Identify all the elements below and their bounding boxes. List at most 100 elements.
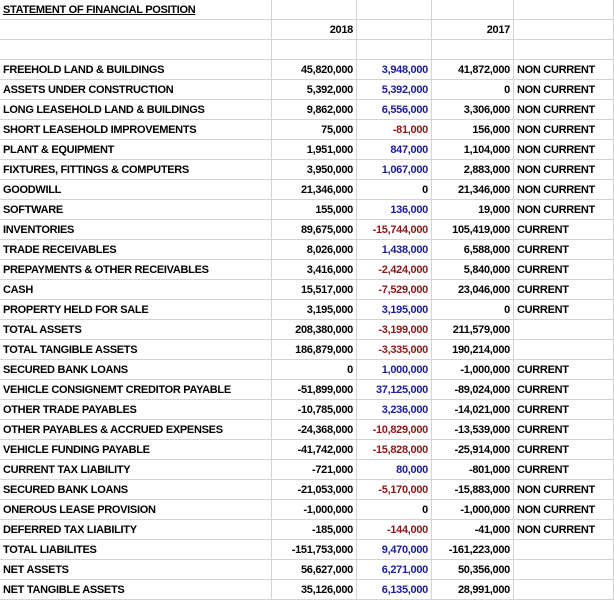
value-2017: 28,991,000 xyxy=(432,580,514,600)
value-2017: 105,419,000 xyxy=(432,220,514,240)
change-value: 1,000,000 xyxy=(357,360,432,380)
line-item: SECURED BANK LOANS xyxy=(0,360,272,380)
value-2017: 0 xyxy=(432,80,514,100)
change-value: 3,948,000 xyxy=(357,60,432,80)
classification xyxy=(514,560,614,580)
classification: CURRENT xyxy=(514,240,614,260)
empty-cell xyxy=(357,20,432,40)
classification: NON CURRENT xyxy=(514,60,614,80)
change-value: 5,392,000 xyxy=(357,80,432,100)
value-2018: 75,000 xyxy=(272,120,357,140)
value-2018: -151,753,000 xyxy=(272,540,357,560)
line-item: DEFERRED TAX LIABILITY xyxy=(0,520,272,540)
value-2018: -10,785,000 xyxy=(272,400,357,420)
empty-cell xyxy=(272,40,357,60)
line-item: TOTAL LIABILITES xyxy=(0,540,272,560)
line-item: NET TANGIBLE ASSETS xyxy=(0,580,272,600)
year-header: 2018 xyxy=(272,20,357,40)
line-item: PREPAYMENTS & OTHER RECEIVABLES xyxy=(0,260,272,280)
value-2017: 1,104,000 xyxy=(432,140,514,160)
sheet-title: STATEMENT OF FINANCIAL POSITION xyxy=(0,0,272,20)
empty-cell xyxy=(357,0,432,20)
change-value: -15,744,000 xyxy=(357,220,432,240)
change-value: 6,556,000 xyxy=(357,100,432,120)
value-2017: -1,000,000 xyxy=(432,500,514,520)
line-item: PLANT & EQUIPMENT xyxy=(0,140,272,160)
classification: NON CURRENT xyxy=(514,100,614,120)
value-2018: 155,000 xyxy=(272,200,357,220)
empty-cell xyxy=(272,0,357,20)
classification: CURRENT xyxy=(514,420,614,440)
value-2018: 0 xyxy=(272,360,357,380)
classification: NON CURRENT xyxy=(514,140,614,160)
line-item: TRADE RECEIVABLES xyxy=(0,240,272,260)
value-2017: 6,588,000 xyxy=(432,240,514,260)
value-2017: 50,356,000 xyxy=(432,560,514,580)
empty-cell xyxy=(432,40,514,60)
value-2018: -721,000 xyxy=(272,460,357,480)
classification: NON CURRENT xyxy=(514,500,614,520)
value-2017: 23,046,000 xyxy=(432,280,514,300)
empty-cell xyxy=(514,0,614,20)
value-2017: 156,000 xyxy=(432,120,514,140)
line-item: VEHICLE CONSIGNEMT CREDITOR PAYABLE xyxy=(0,380,272,400)
classification: CURRENT xyxy=(514,300,614,320)
value-2017: -801,000 xyxy=(432,460,514,480)
value-2018: -1,000,000 xyxy=(272,500,357,520)
value-2017: -1,000,000 xyxy=(432,360,514,380)
line-item: ONEROUS LEASE PROVISION xyxy=(0,500,272,520)
value-2018: 3,416,000 xyxy=(272,260,357,280)
line-item: LONG LEASEHOLD LAND & BUILDINGS xyxy=(0,100,272,120)
change-value: 0 xyxy=(357,180,432,200)
value-2017: -25,914,000 xyxy=(432,440,514,460)
line-item: TOTAL TANGIBLE ASSETS xyxy=(0,340,272,360)
value-2017: -15,883,000 xyxy=(432,480,514,500)
line-item: INVENTORIES xyxy=(0,220,272,240)
value-2017: 21,346,000 xyxy=(432,180,514,200)
value-2018: 35,126,000 xyxy=(272,580,357,600)
classification: CURRENT xyxy=(514,280,614,300)
classification: CURRENT xyxy=(514,440,614,460)
classification: NON CURRENT xyxy=(514,80,614,100)
line-item: FIXTURES, FITTINGS & COMPUTERS xyxy=(0,160,272,180)
change-value: -15,828,000 xyxy=(357,440,432,460)
line-item: TOTAL ASSETS xyxy=(0,320,272,340)
classification: NON CURRENT xyxy=(514,180,614,200)
change-value: 37,125,000 xyxy=(357,380,432,400)
change-value: -5,170,000 xyxy=(357,480,432,500)
line-item: SHORT LEASEHOLD IMPROVEMENTS xyxy=(0,120,272,140)
empty-cell xyxy=(514,40,614,60)
value-2018: 186,879,000 xyxy=(272,340,357,360)
empty-cell xyxy=(432,0,514,20)
classification xyxy=(514,340,614,360)
value-2017: 5,840,000 xyxy=(432,260,514,280)
value-2018: 9,862,000 xyxy=(272,100,357,120)
change-value: 9,470,000 xyxy=(357,540,432,560)
line-item: PROPERTY HELD FOR SALE xyxy=(0,300,272,320)
value-2018: 8,026,000 xyxy=(272,240,357,260)
change-value: -3,335,000 xyxy=(357,340,432,360)
line-item: GOODWILL xyxy=(0,180,272,200)
line-item: FREEHOLD LAND & BUILDINGS xyxy=(0,60,272,80)
change-value: 6,271,000 xyxy=(357,560,432,580)
classification xyxy=(514,540,614,560)
classification: CURRENT xyxy=(514,260,614,280)
change-value: -10,829,000 xyxy=(357,420,432,440)
classification: CURRENT xyxy=(514,460,614,480)
value-2018: 15,517,000 xyxy=(272,280,357,300)
classification: NON CURRENT xyxy=(514,520,614,540)
classification: CURRENT xyxy=(514,360,614,380)
value-2018: -24,368,000 xyxy=(272,420,357,440)
change-value: -81,000 xyxy=(357,120,432,140)
classification xyxy=(514,320,614,340)
value-2017: -13,539,000 xyxy=(432,420,514,440)
change-value: 847,000 xyxy=(357,140,432,160)
line-item: SECURED BANK LOANS xyxy=(0,480,272,500)
classification: CURRENT xyxy=(514,400,614,420)
value-2017: 211,579,000 xyxy=(432,320,514,340)
change-value: 80,000 xyxy=(357,460,432,480)
change-value: -3,199,000 xyxy=(357,320,432,340)
value-2018: -51,899,000 xyxy=(272,380,357,400)
classification: NON CURRENT xyxy=(514,200,614,220)
